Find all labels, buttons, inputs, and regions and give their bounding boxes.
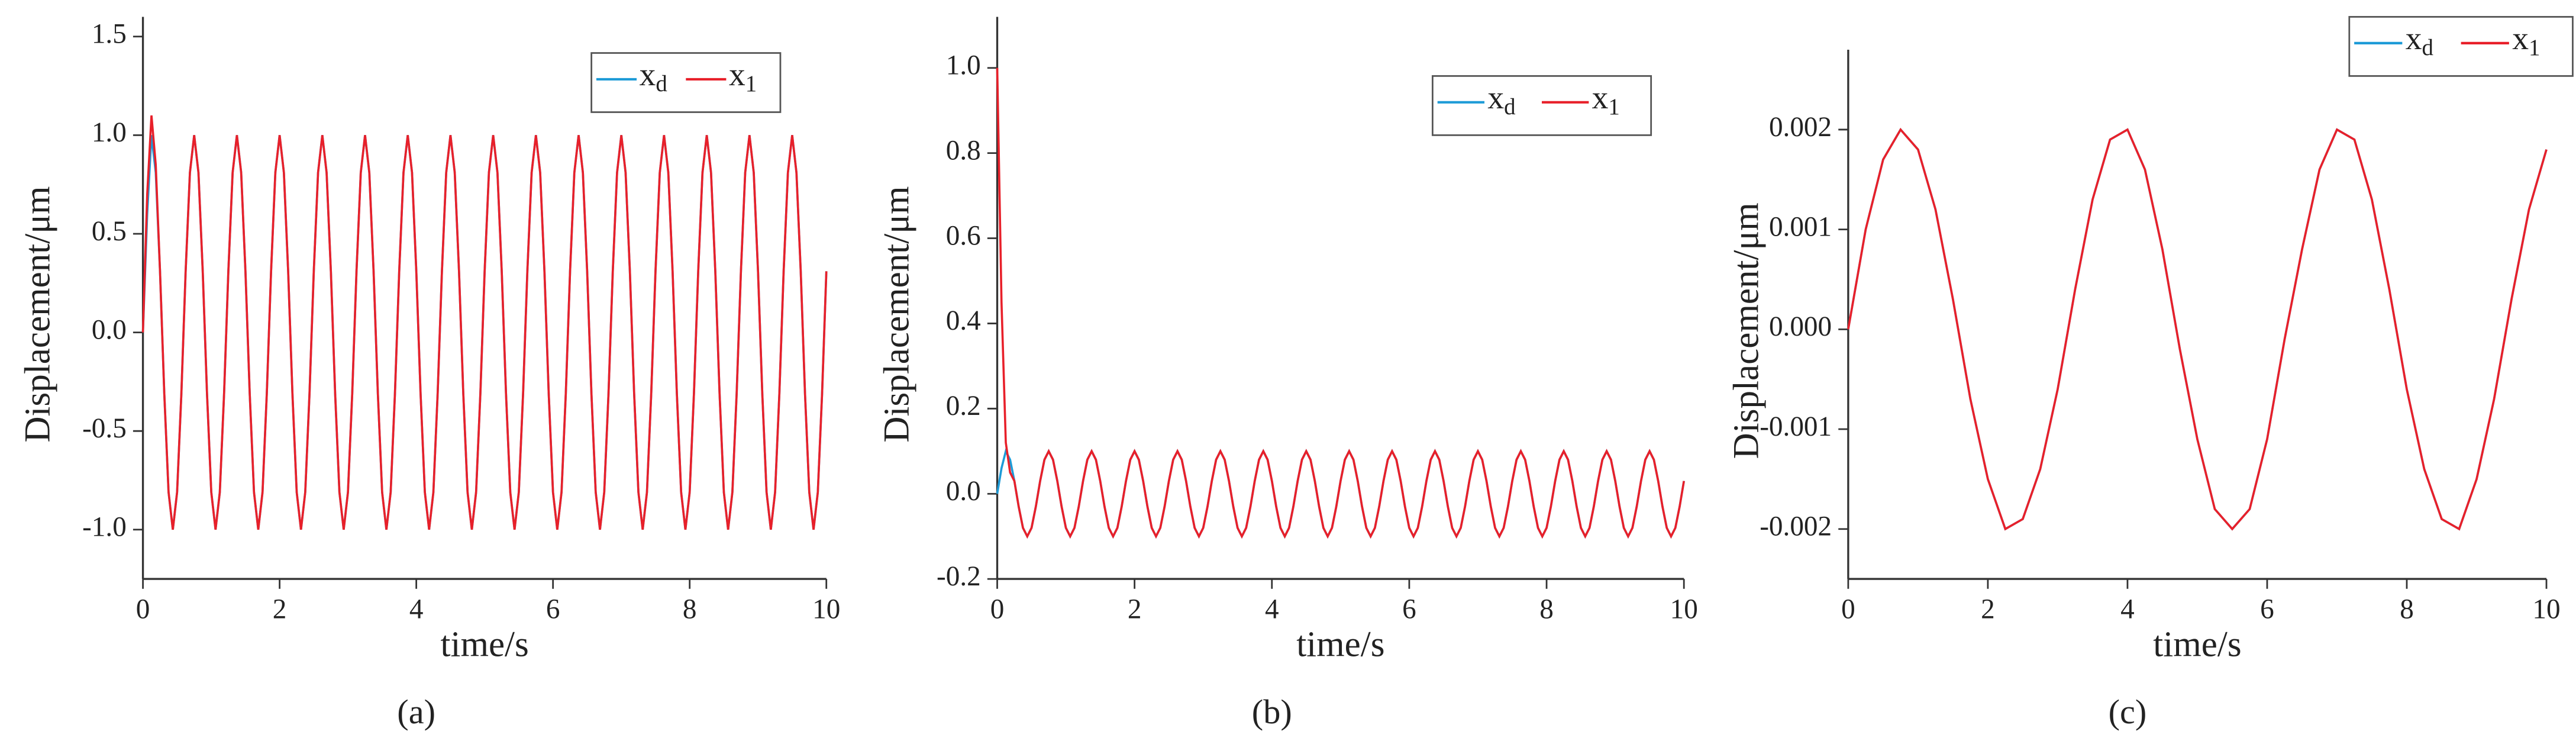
y-tick-label: 0.4 xyxy=(946,305,981,336)
x-tick-label: 0 xyxy=(990,594,1005,624)
x-tick-label: 8 xyxy=(683,594,697,624)
series-line xyxy=(141,115,828,530)
y-axis-title: Displacement/μm xyxy=(18,186,57,443)
x-tick-label: 6 xyxy=(2260,594,2274,624)
legend-box xyxy=(2348,16,2574,77)
legend-box xyxy=(590,52,782,113)
series-line xyxy=(996,67,1685,539)
caption: (a) xyxy=(397,693,435,731)
x-tick-label: 0 xyxy=(136,594,150,624)
x-axis-title: time/s xyxy=(441,625,529,665)
caption: (c) xyxy=(2109,693,2147,731)
y-axis-title: Displacement/μm xyxy=(1726,202,1766,459)
x-tick-label: 0 xyxy=(1841,594,1855,624)
x-axis-title: time/s xyxy=(1296,625,1384,665)
legend-label: x1 xyxy=(729,57,757,96)
y-tick-label: 0.2 xyxy=(946,391,981,421)
legend-label: xd xyxy=(640,57,667,96)
y-tick-label: 0.6 xyxy=(946,220,981,251)
x-tick-label: 8 xyxy=(1539,594,1554,624)
y-tick-label: 0.0 xyxy=(946,476,981,507)
y-axis-title: Displacement/μm xyxy=(877,186,917,443)
x-tick-label: 6 xyxy=(546,594,560,624)
x-tick-label: 10 xyxy=(2532,594,2560,624)
caption: (b) xyxy=(1252,693,1292,731)
y-tick-label: 1.5 xyxy=(92,19,127,50)
x-tick-label: 2 xyxy=(1981,594,1995,624)
legend: xd x1 xyxy=(2348,16,2574,77)
legend: xd x1 xyxy=(1431,75,1652,136)
legend-label: x1 xyxy=(1592,80,1620,120)
y-tick-label: 1.0 xyxy=(92,117,127,148)
legend: xd x1 xyxy=(590,52,782,113)
y-tick-label: -0.5 xyxy=(82,413,127,444)
x-tick-label: 4 xyxy=(2120,594,2135,624)
y-tick-label: 0.5 xyxy=(92,216,127,247)
chart-panel: -0.2 0.0 0.2 0.4 0.6 0.8 1.0 0 2 4 6 8 10 time/s Displ… xyxy=(877,17,1698,731)
y-tick-label: 0.001 xyxy=(1769,211,1832,242)
x-tick-label: 10 xyxy=(812,594,840,624)
chart-panel: -0.002 -0.001 0.000 0.001 0.002 0 2 4 6 8 10 time/s… xyxy=(1726,16,2574,731)
y-tick-label: -1.0 xyxy=(82,512,127,543)
x-axis-title: time/s xyxy=(2153,625,2241,665)
x-tick-label: 4 xyxy=(1265,594,1279,624)
chart-panel: -1.0 -0.5 0.0 0.5 1.0 1.5 0 2 4 6 8 10 time/s Displac… xyxy=(18,17,840,731)
legend-label: xd xyxy=(1487,80,1515,120)
y-tick-label: -0.001 xyxy=(1760,411,1832,442)
x-tick-label: 10 xyxy=(1670,594,1698,624)
series-line xyxy=(1847,127,2548,531)
x-tick-label: 2 xyxy=(1128,594,1142,624)
x-tick-label: 2 xyxy=(273,594,287,624)
y-tick-label: 0.0 xyxy=(92,314,127,345)
x-tick-label: 8 xyxy=(2400,594,2414,624)
series-line xyxy=(1847,127,2548,531)
legend-box xyxy=(1431,75,1652,136)
y-tick-label: 0.8 xyxy=(946,135,981,166)
x-tick-label: 4 xyxy=(409,594,424,624)
y-tick-label: 0.000 xyxy=(1769,311,1832,342)
y-tick-label: 0.002 xyxy=(1769,112,1832,143)
legend-label: x1 xyxy=(2512,21,2540,60)
y-tick-label: 1.0 xyxy=(946,50,981,81)
legend-label: xd xyxy=(2406,21,2433,60)
y-tick-label: -0.002 xyxy=(1760,511,1832,542)
y-tick-label: -0.2 xyxy=(937,561,981,592)
x-tick-label: 6 xyxy=(1402,594,1416,624)
